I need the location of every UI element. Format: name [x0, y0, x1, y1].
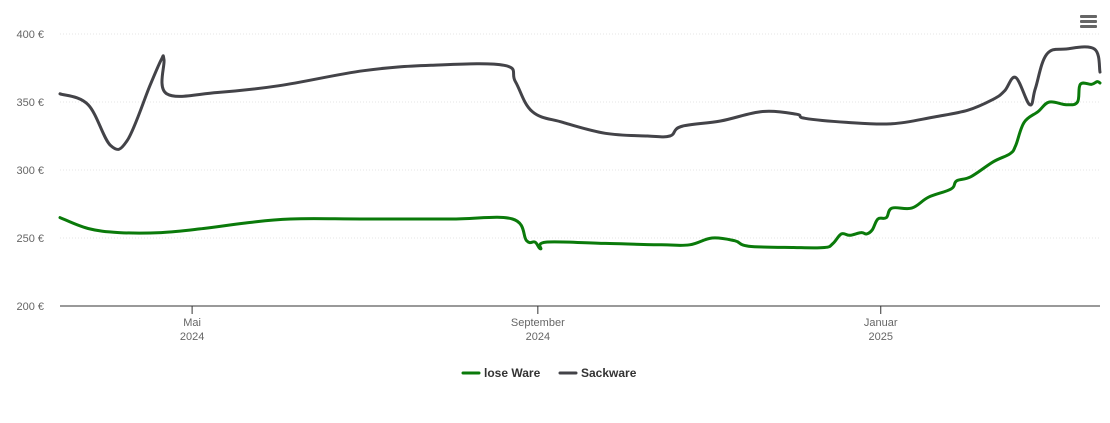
y-tick-label: 400 € [16, 29, 44, 41]
x-axis: Mai 2024 September 2024 Januar 2025 [60, 305, 1100, 343]
y-tick-label: 300 € [16, 165, 44, 177]
legend-label: lose Ware [484, 366, 541, 380]
hamburger-menu-icon[interactable] [1074, 10, 1102, 34]
y-tick-label: 200 € [16, 301, 44, 313]
y-tick-label: 350 € [16, 97, 44, 109]
x-tick-label-month: Mai [183, 317, 201, 329]
series-line-0 [58, 80, 1102, 251]
legend-label: Sackware [581, 366, 637, 380]
x-tick-label-year: 2025 [869, 331, 893, 343]
series-group [58, 45, 1102, 251]
y-axis: 200 € 250 € 300 € 350 € 400 € [16, 29, 44, 313]
x-tick-label-month: September [511, 317, 565, 329]
x-tick-label-month: Januar [864, 317, 898, 329]
legend: lose Ware Sackware [461, 366, 637, 380]
gridlines [60, 33, 1100, 239]
x-tick-label-year: 2024 [180, 331, 204, 343]
x-tick-label-year: 2024 [526, 331, 550, 343]
series-line-1 [58, 45, 1102, 151]
y-tick-label: 250 € [16, 233, 44, 245]
